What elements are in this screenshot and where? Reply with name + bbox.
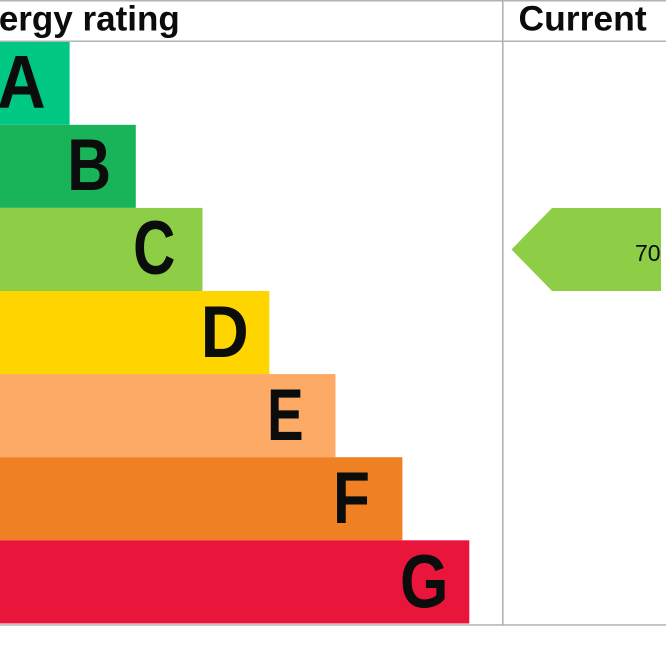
svg-text:C: C (133, 207, 175, 291)
svg-text:B: B (67, 125, 111, 206)
svg-text:G: G (400, 539, 448, 624)
svg-text:D: D (201, 291, 249, 372)
svg-text:Current: Current (518, 0, 646, 38)
svg-text:F: F (333, 458, 370, 540)
svg-text:70: 70 (635, 240, 661, 266)
svg-text:A: A (0, 40, 46, 125)
svg-text:Energy rating: Energy rating (0, 0, 180, 38)
svg-text:E: E (267, 374, 303, 455)
